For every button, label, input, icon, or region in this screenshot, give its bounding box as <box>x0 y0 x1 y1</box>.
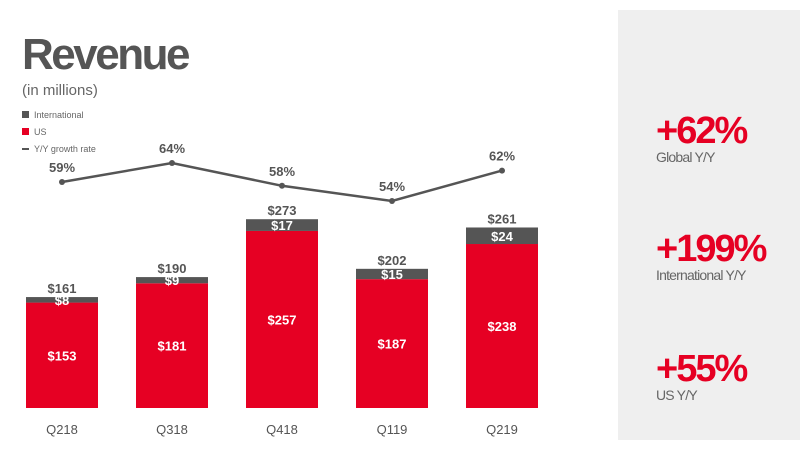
growth-point <box>59 179 65 185</box>
stat-value: +199% <box>656 228 767 270</box>
bar-label-international: $15 <box>381 267 403 282</box>
growth-label: 64% <box>159 141 185 156</box>
bar-total-label: $261 <box>488 211 517 226</box>
stat-us: +55% US Y/Y <box>656 348 748 403</box>
bar-international <box>356 268 428 280</box>
bar-label-international: $8 <box>55 293 69 308</box>
bar-international <box>136 277 208 284</box>
x-tick-label: Q418 <box>266 422 298 437</box>
bar-us <box>356 279 428 408</box>
stat-label: International Y/Y <box>656 267 746 283</box>
bar-international <box>466 227 538 245</box>
chart: $153 $8$161 Q218 $181 $9$190 Q318 $257 $17$273 Q… <box>26 141 538 437</box>
bar-label-us: $238 <box>488 319 517 334</box>
bar-label-international: $9 <box>165 273 179 288</box>
bar-total-label: $190 <box>158 261 187 276</box>
chart-subtitle: (in millions) <box>22 82 98 99</box>
growth-point <box>279 182 285 189</box>
legend-label: US <box>34 126 47 137</box>
growth-point <box>389 198 395 204</box>
bar-label-us: $257 <box>268 312 297 327</box>
legend: International US Y/Y growth rate <box>22 106 96 157</box>
bar-international <box>246 219 318 231</box>
growth-point <box>499 167 505 174</box>
bar-label-us: $153 <box>48 348 77 363</box>
bar-us <box>246 230 318 408</box>
bar-us <box>26 302 98 408</box>
legend-item-us: US <box>22 123 96 140</box>
x-tick-label: Q218 <box>46 422 78 437</box>
x-tick-label: Q318 <box>156 422 188 437</box>
legend-label: Y/Y growth rate <box>34 143 96 154</box>
stat-international: +199% International Y/Y <box>656 228 767 283</box>
legend-swatch <box>22 128 29 135</box>
bar-total-label: $161 <box>48 281 77 296</box>
stats-panel: +62% Global Y/Y +199% International Y/Y +5… <box>618 10 800 440</box>
bar-label-international: $17 <box>271 218 293 233</box>
stat-global: +62% Global Y/Y <box>656 110 748 165</box>
bar-international <box>26 297 98 303</box>
growth-label: 59% <box>49 160 75 175</box>
bar-label-international: $24 <box>491 229 513 244</box>
legend-swatch <box>22 111 29 118</box>
legend-item-international: International <box>22 106 96 123</box>
bar-label-us: $181 <box>158 339 187 354</box>
legend-line <box>22 147 29 150</box>
stat-value: +55% <box>656 348 748 390</box>
legend-item-growth: Y/Y growth rate <box>22 140 96 157</box>
stat-value: +62% <box>656 110 748 152</box>
stat-label: US Y/Y <box>656 387 698 403</box>
growth-label: 58% <box>269 164 295 179</box>
growth-label: 54% <box>379 179 405 194</box>
x-tick-label: Q119 <box>377 422 408 437</box>
chart-title: Revenue <box>22 30 190 79</box>
growth-point <box>169 160 175 166</box>
bar-us <box>466 244 538 408</box>
bar-label-us: $187 <box>378 337 407 352</box>
growth-label: 62% <box>489 149 515 164</box>
x-tick-label: Q219 <box>486 422 518 437</box>
bar-us <box>136 283 208 408</box>
legend-label: International <box>34 109 84 120</box>
bar-total-label: $273 <box>268 203 297 218</box>
stat-label: Global Y/Y <box>656 149 715 165</box>
bar-total-label: $202 <box>378 253 407 268</box>
